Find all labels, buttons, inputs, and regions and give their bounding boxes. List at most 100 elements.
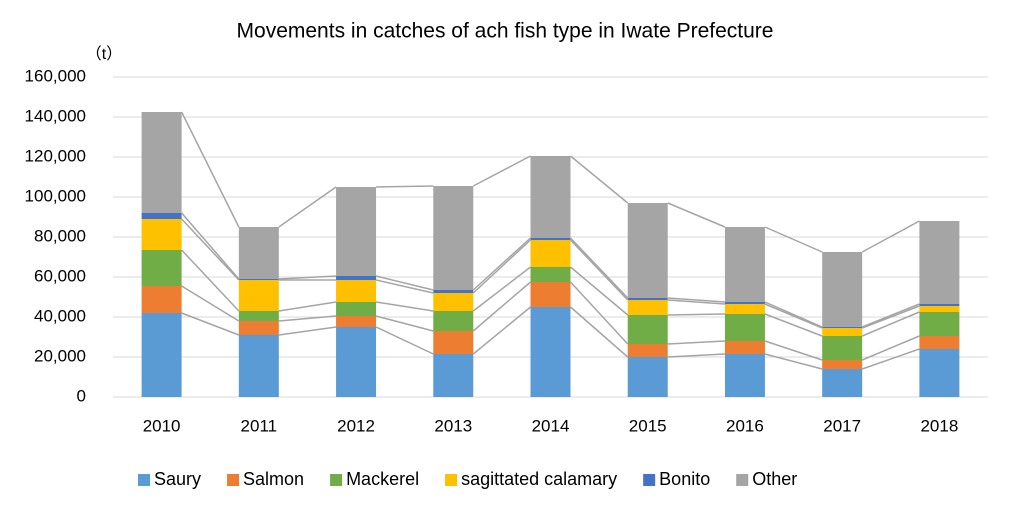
series-line [181,312,240,336]
series-line [570,306,629,358]
y-tick-label: 100,000 [25,186,86,205]
y-unit: （t） [86,45,122,63]
series-line [472,306,531,355]
series-line [764,303,823,329]
series-line [375,315,434,332]
series-line [569,237,629,299]
legend-label: Bonito [659,469,710,489]
series-line [861,303,920,328]
series-line [764,301,823,328]
series-line [764,353,823,370]
legend-label: Salmon [243,469,304,489]
bar-segment [627,344,668,357]
bar-segment [141,213,182,219]
bar-segment [433,186,474,290]
legend-label: Mackerel [346,469,419,489]
legend-swatch [138,474,150,486]
legend-label: sagittated calamary [461,469,617,489]
series-line [569,281,629,345]
bar-segment [822,328,863,336]
x-tick-label: 2016 [726,416,764,435]
y-tick-label: 120,000 [25,146,86,165]
bar-segment [822,327,863,328]
series-line [472,237,532,291]
legend-swatch [736,474,749,486]
series-line [570,155,629,204]
bar-segment [141,286,182,313]
bar-segment [919,336,960,349]
bar-segment [433,354,474,397]
bar-segment [433,290,474,293]
bar-segment [238,279,279,280]
chart-title: Movements in catches of ach fish type in… [237,20,774,43]
bar-segment [724,227,765,302]
series-line [764,340,823,361]
series-line [667,299,725,305]
bar-segment [238,280,279,311]
bar-segment [530,238,571,240]
bar-segment [530,156,571,238]
bar-segment [336,276,377,280]
bar-segment [627,203,668,298]
bar-segment [919,312,960,336]
y-tick-label: 80,000 [34,226,86,245]
bar-segment [530,307,571,397]
series-line [764,313,823,337]
series-line [861,348,920,370]
series-line [472,266,531,312]
series-line [376,185,434,188]
x-tick-label: 2012 [337,416,375,435]
bar-segment [433,311,474,331]
legend-swatch [445,474,458,486]
series-line [181,249,240,312]
bar-segment [724,302,765,304]
series-line [278,301,337,312]
bar-segment [919,306,960,312]
series-line [181,285,240,322]
x-tick-label: 2010 [143,416,181,435]
series-line [861,305,920,329]
bar-segment [627,298,668,300]
series-line [569,239,629,301]
bar-segment [238,335,279,397]
series-line [667,202,726,228]
bar-segment [724,354,765,397]
bar-segment [822,360,863,369]
bar-segment [238,311,279,321]
series-line [667,297,725,303]
bar-segment [724,341,765,354]
bar-segment [433,293,474,311]
y-tick-label: 160,000 [25,66,86,85]
bar-segment [530,267,571,282]
bar-segment [919,221,960,304]
series-line [278,186,337,228]
series-line [472,239,532,294]
x-tick-label: 2015 [629,416,667,435]
bar-segment [627,357,668,397]
series-line [472,155,531,187]
series-line [861,335,920,361]
bar-segment [336,316,377,327]
legend-swatch [643,474,656,486]
series-line [278,326,337,336]
bar-segment [530,282,571,307]
bar-segment [336,302,377,316]
series-line [667,340,725,345]
series-line [570,266,629,316]
series-line [278,275,337,280]
x-tick-label: 2017 [823,416,861,435]
bar-segment [141,112,182,213]
series-line [375,301,434,312]
series-line [861,220,920,253]
series-line [667,353,725,358]
bar-segment [141,250,182,286]
y-tick-label: 60,000 [34,266,86,285]
y-tick-label: 20,000 [34,346,86,365]
series-line [278,315,337,322]
bar-segment [724,304,765,314]
x-tick-label: 2014 [532,416,570,435]
bar-segment [627,300,668,315]
series-line [375,275,434,291]
bar-segment [336,187,377,276]
